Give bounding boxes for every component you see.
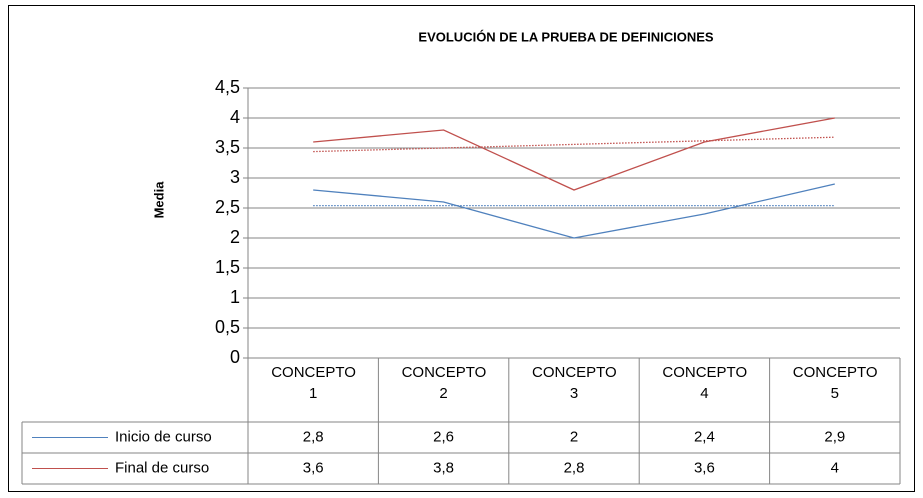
x-tick-label-box: CONCEPTO 3 bbox=[531, 364, 617, 402]
x-tick-label: CONCEPTO 2 bbox=[401, 364, 487, 402]
y-tick-label: 3 bbox=[230, 167, 240, 187]
y-tick-label: 3,5 bbox=[215, 137, 240, 157]
y-axis-label: Media bbox=[151, 181, 166, 219]
x-tick-label: CONCEPTO 3 bbox=[531, 364, 617, 402]
y-tick-label: 1 bbox=[230, 287, 240, 307]
y-tick-label: 0,5 bbox=[215, 317, 240, 337]
y-tick-label: 4,5 bbox=[215, 77, 240, 97]
chart-title: EVOLUCIÓN DE LA PRUEBA DE DEFINICIONES bbox=[418, 29, 714, 44]
y-tick-label: 4 bbox=[230, 107, 240, 127]
x-tick-label-box: CONCEPTO 5 bbox=[792, 364, 878, 402]
y-tick-label: 2,5 bbox=[215, 197, 240, 217]
x-tick-label: CONCEPTO 5 bbox=[792, 364, 878, 402]
series-line bbox=[313, 117, 835, 191]
value-label: 2,6 bbox=[433, 428, 454, 445]
value-label: 3,6 bbox=[694, 459, 715, 476]
x-tick-label-box: CONCEPTO 2 bbox=[401, 364, 487, 402]
legend-label: Final de curso bbox=[115, 459, 209, 476]
value-label: 2,4 bbox=[694, 428, 715, 445]
legend-label: Inicio de curso bbox=[115, 428, 212, 445]
value-label: 2 bbox=[570, 428, 578, 445]
value-label: 4 bbox=[831, 459, 839, 476]
x-tick-label: CONCEPTO 1 bbox=[271, 364, 356, 402]
y-tick-label: 1,5 bbox=[215, 257, 240, 277]
x-tick-label-box: CONCEPTO 4 bbox=[662, 364, 748, 402]
chart-border bbox=[8, 5, 915, 492]
value-label: 2,8 bbox=[564, 459, 585, 476]
value-label: 2,9 bbox=[824, 428, 845, 445]
value-label: 3,8 bbox=[433, 459, 454, 476]
y-tick-label: 0 bbox=[230, 347, 240, 367]
x-tick-label: CONCEPTO 4 bbox=[662, 364, 748, 402]
value-label: 2,8 bbox=[303, 428, 324, 445]
y-tick-label: 2 bbox=[230, 227, 240, 247]
value-label: 3,6 bbox=[303, 459, 324, 476]
series-line bbox=[313, 183, 835, 239]
x-tick-label-box: CONCEPTO 1 bbox=[271, 364, 356, 402]
